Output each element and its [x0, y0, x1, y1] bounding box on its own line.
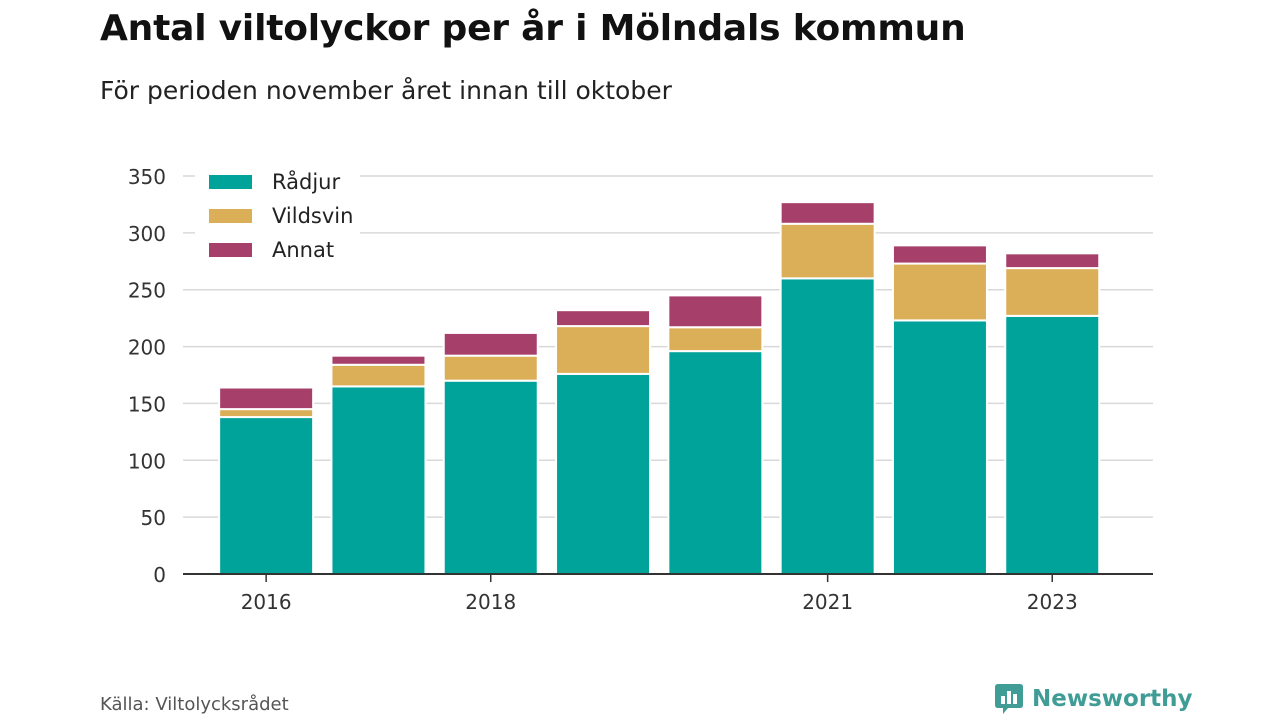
- bar-segment-vildsvin: [779, 222, 876, 280]
- bars: [218, 201, 1101, 575]
- x-tick-label: 2023: [1027, 590, 1078, 614]
- bar-segment-r-djur: [779, 277, 876, 575]
- y-tick-label: 200: [128, 336, 166, 360]
- bar-segment-annat: [779, 201, 876, 225]
- bar-segment-vildsvin: [555, 325, 652, 375]
- y-tick-label: 350: [128, 165, 166, 189]
- x-tick-label: 2021: [802, 590, 853, 614]
- x-tick-label: 2016: [241, 590, 292, 614]
- bar-segment-vildsvin: [891, 262, 988, 322]
- bar-segment-r-djur: [891, 319, 988, 575]
- y-tick-label: 250: [128, 279, 166, 303]
- y-tick-label: 50: [141, 506, 166, 530]
- bar-segment-vildsvin: [218, 408, 315, 419]
- brand-name: Newsworthy: [1032, 686, 1193, 712]
- legend-swatch-annat: [209, 243, 252, 257]
- y-tick-label: 150: [128, 392, 166, 416]
- y-tick-label: 100: [128, 449, 166, 473]
- chart-title: Antal viltolyckor per år i Mölndals komm…: [100, 8, 966, 49]
- bar-segment-vildsvin: [330, 363, 427, 388]
- bar-segment-vildsvin: [442, 354, 539, 382]
- bar-segment-vildsvin: [667, 326, 764, 353]
- bar-segment-annat: [1004, 252, 1101, 270]
- legend-label-vildsvin: Vildsvin: [272, 204, 353, 228]
- bar-segment-annat: [330, 354, 427, 366]
- chart-subtitle: För perioden november året innan till ok…: [100, 76, 672, 105]
- brand-logo: Newsworthy: [994, 684, 1193, 714]
- bar-segment-annat: [218, 386, 315, 411]
- bar-segment-r-djur: [330, 385, 427, 575]
- source-note: Källa: Viltolycksrådet: [100, 694, 289, 715]
- bar-segment-vildsvin: [1004, 267, 1101, 317]
- x-tick-label: 2018: [465, 590, 516, 614]
- legend-swatch-vildsvin: [209, 209, 252, 223]
- bar-segment-r-djur: [555, 372, 652, 575]
- bar-segment-annat: [891, 244, 988, 265]
- y-axis-ticks: 0 50 100 150 200 250 300 350: [128, 165, 166, 587]
- bar-segment-annat: [667, 294, 764, 329]
- bar-segment-annat: [555, 309, 652, 328]
- bar-segment-r-djur: [1004, 314, 1101, 575]
- x-axis: 2016 2018 2021 2023: [183, 573, 1153, 614]
- legend-label-annat: Annat: [272, 238, 334, 262]
- bar-segment-r-djur: [667, 350, 764, 575]
- bar-segment-annat: [442, 331, 539, 357]
- legend-swatch-r-djur: [209, 175, 252, 189]
- legend: Rådjur Vildsvin Annat: [195, 163, 360, 273]
- bar-chart-logo-icon: [995, 684, 1023, 714]
- y-tick-label: 300: [128, 222, 166, 246]
- y-tick-label: 0: [153, 563, 166, 587]
- bar-segment-r-djur: [442, 379, 539, 575]
- stacked-bar-chart: 0 50 100 150 200 250 300 350 2016 2018 2021 2023 R…: [128, 163, 1153, 614]
- bar-segment-r-djur: [218, 416, 315, 575]
- legend-label-r-djur: Rådjur: [272, 169, 340, 194]
